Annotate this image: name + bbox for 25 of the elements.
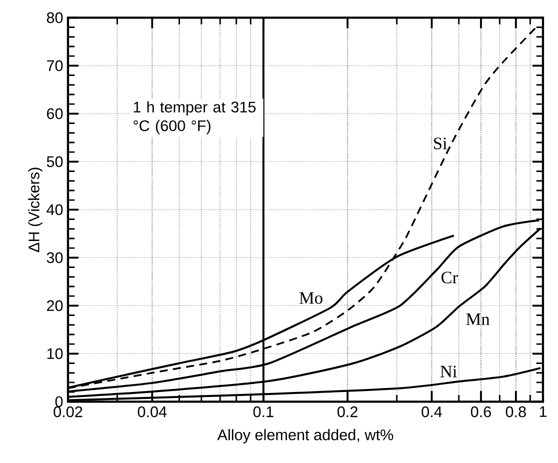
y-axis-title: ΔH (Vickers) [28, 168, 42, 252]
x-tick-label: 0.04 [138, 406, 167, 418]
y-tick-label: 10 [47, 348, 63, 360]
annotation: 1 h temper at 315 °C (600 °F) [134, 101, 256, 134]
x-tick-label: 1 [540, 406, 547, 417]
x-tick-label: 0.8 [506, 406, 526, 418]
y-tick-label: 70 [47, 60, 63, 72]
x-axis-title: Alloy element added, wt% [217, 429, 394, 444]
series-label: Cr [441, 272, 458, 284]
x-tick-label: 0.1 [253, 406, 274, 418]
y-tick-label: 30 [46, 252, 63, 264]
y-tick-label: 20 [47, 300, 63, 312]
series-label: Ni [440, 366, 457, 378]
y-tick-label: 50 [46, 156, 63, 168]
x-tick-label: 0.6 [470, 406, 491, 418]
x-tick-label: 0.2 [338, 406, 358, 418]
series-label: Mn [466, 314, 490, 325]
y-tick-label: 40 [46, 204, 63, 216]
x-tick-label: 0.02 [54, 406, 82, 418]
y-tick-label: 80 [46, 12, 63, 24]
series-label: Si [434, 138, 447, 150]
series-label: Mo [299, 292, 322, 304]
y-tick-label: 0 [55, 396, 63, 408]
x-tick-label: 0.4 [422, 406, 442, 418]
y-tick-label: 60 [47, 108, 63, 120]
